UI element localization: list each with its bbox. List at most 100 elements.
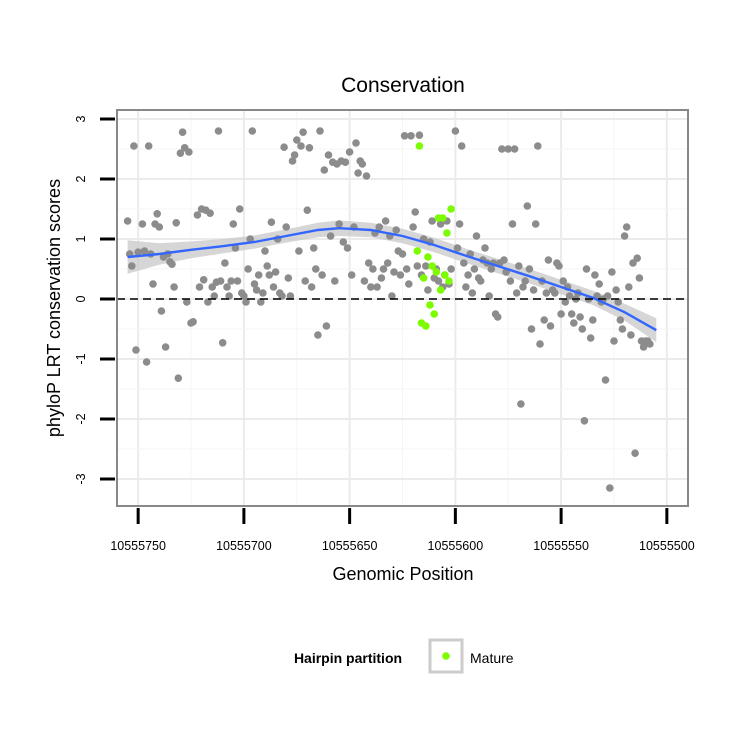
other-point bbox=[142, 358, 151, 366]
y-axis-label: phyloP LRT conservation scores bbox=[44, 179, 64, 437]
other-point bbox=[527, 325, 536, 333]
other-point bbox=[481, 244, 489, 252]
other-point bbox=[280, 143, 288, 151]
other-point bbox=[324, 151, 333, 159]
x-tick-label: 10555500 bbox=[639, 539, 695, 553]
other-point bbox=[282, 223, 291, 231]
chart-title: Conservation bbox=[341, 74, 465, 97]
y-tick-label: 3 bbox=[74, 115, 88, 122]
mature-point bbox=[424, 253, 432, 261]
y-tick-label: 1 bbox=[74, 235, 88, 242]
mature-point bbox=[428, 262, 436, 270]
other-point bbox=[622, 223, 631, 231]
other-point bbox=[155, 223, 164, 231]
other-point bbox=[271, 268, 280, 276]
other-point bbox=[318, 271, 326, 279]
other-point bbox=[261, 247, 269, 255]
other-point bbox=[544, 256, 553, 264]
mature-point bbox=[426, 301, 434, 309]
other-point bbox=[580, 417, 589, 425]
y-tick-label: -3 bbox=[74, 473, 88, 484]
x-tick-label: 10555650 bbox=[322, 539, 378, 553]
other-point bbox=[335, 220, 343, 228]
other-point bbox=[633, 254, 641, 262]
other-point bbox=[174, 374, 183, 383]
other-point bbox=[407, 132, 415, 140]
other-point bbox=[508, 220, 517, 228]
other-point bbox=[462, 283, 470, 291]
other-point bbox=[567, 310, 576, 318]
other-point bbox=[625, 283, 633, 291]
other-point bbox=[269, 283, 278, 291]
other-point bbox=[305, 144, 314, 152]
other-point bbox=[453, 244, 462, 252]
other-point bbox=[398, 250, 407, 258]
other-point bbox=[476, 277, 485, 285]
other-point bbox=[278, 292, 286, 300]
other-point bbox=[422, 262, 430, 270]
other-point bbox=[290, 151, 299, 159]
other-point bbox=[606, 484, 614, 492]
other-point bbox=[347, 271, 356, 279]
y-tick-label: 2 bbox=[74, 175, 88, 182]
other-point bbox=[231, 244, 240, 252]
other-point bbox=[246, 235, 254, 243]
other-point bbox=[153, 210, 161, 218]
other-point bbox=[500, 256, 508, 264]
other-point bbox=[614, 298, 622, 306]
other-point bbox=[242, 298, 250, 306]
other-point bbox=[578, 325, 587, 333]
other-point bbox=[288, 157, 297, 165]
other-point bbox=[434, 277, 443, 285]
other-point bbox=[223, 283, 231, 291]
other-point bbox=[204, 298, 212, 306]
other-point bbox=[225, 292, 233, 300]
other-point bbox=[259, 289, 267, 297]
other-point bbox=[358, 160, 367, 168]
other-point bbox=[390, 268, 398, 276]
other-point bbox=[354, 169, 362, 177]
other-point bbox=[470, 265, 479, 273]
other-point bbox=[149, 280, 157, 288]
other-point bbox=[343, 244, 352, 252]
other-point bbox=[612, 286, 620, 294]
other-point bbox=[134, 248, 142, 256]
mature-point bbox=[438, 214, 447, 222]
other-point bbox=[341, 158, 350, 166]
other-point bbox=[157, 307, 166, 315]
x-tick-label: 10555550 bbox=[533, 539, 589, 553]
other-point bbox=[627, 331, 635, 339]
mature-point bbox=[445, 277, 453, 285]
other-point bbox=[565, 292, 574, 300]
other-point bbox=[383, 259, 392, 267]
other-point bbox=[557, 310, 565, 318]
mature-point bbox=[419, 274, 428, 282]
other-point bbox=[257, 298, 265, 306]
other-point bbox=[360, 277, 369, 285]
other-point bbox=[178, 128, 187, 136]
plot-border bbox=[116, 109, 689, 507]
other-point bbox=[303, 206, 312, 214]
other-point bbox=[603, 292, 612, 300]
other-point bbox=[601, 376, 610, 384]
other-point bbox=[595, 280, 603, 288]
other-point bbox=[517, 400, 525, 408]
other-point bbox=[326, 232, 335, 240]
x-axis-label: Genomic Position bbox=[332, 564, 473, 584]
other-point bbox=[183, 298, 191, 306]
other-point bbox=[493, 313, 502, 321]
x-tick-label: 10555600 bbox=[428, 539, 484, 553]
other-point bbox=[392, 226, 401, 234]
other-point bbox=[123, 217, 132, 225]
other-point bbox=[265, 271, 274, 279]
other-point bbox=[244, 265, 252, 273]
other-point bbox=[128, 262, 136, 270]
y-tick-label: -1 bbox=[74, 353, 88, 364]
other-point bbox=[582, 265, 591, 273]
other-point bbox=[424, 286, 432, 294]
other-point bbox=[413, 262, 422, 270]
other-point bbox=[248, 127, 257, 135]
other-point bbox=[132, 346, 140, 354]
other-point bbox=[586, 334, 595, 342]
